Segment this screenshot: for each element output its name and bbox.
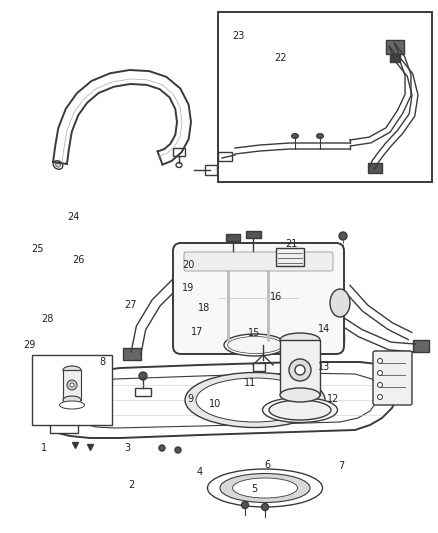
Bar	[226, 234, 240, 241]
Bar	[390, 54, 400, 62]
Text: 29: 29	[24, 341, 36, 350]
Ellipse shape	[139, 372, 147, 380]
Bar	[135, 388, 151, 396]
Bar	[368, 163, 382, 173]
Text: 25: 25	[31, 245, 43, 254]
Bar	[386, 40, 404, 54]
Ellipse shape	[292, 133, 299, 139]
Text: 13: 13	[318, 362, 330, 372]
Text: 22: 22	[274, 53, 286, 62]
Bar	[276, 248, 304, 266]
Ellipse shape	[185, 373, 325, 427]
Ellipse shape	[241, 502, 248, 508]
Ellipse shape	[196, 378, 314, 422]
Bar	[218, 152, 232, 161]
Ellipse shape	[378, 359, 382, 364]
Ellipse shape	[208, 469, 322, 507]
Text: 24: 24	[67, 213, 80, 222]
Ellipse shape	[63, 366, 81, 374]
Text: 28: 28	[41, 314, 53, 324]
FancyBboxPatch shape	[173, 243, 344, 354]
Text: 10: 10	[208, 399, 221, 409]
Bar	[50, 375, 78, 433]
Text: 16: 16	[270, 293, 282, 302]
FancyBboxPatch shape	[184, 252, 333, 271]
Bar	[330, 334, 344, 342]
Ellipse shape	[67, 380, 77, 390]
Ellipse shape	[220, 473, 310, 503]
Ellipse shape	[378, 394, 382, 400]
Ellipse shape	[262, 398, 338, 423]
Bar	[63, 370, 81, 400]
Ellipse shape	[227, 336, 283, 353]
Bar	[218, 12, 432, 182]
Ellipse shape	[60, 401, 85, 409]
Ellipse shape	[280, 388, 320, 402]
Ellipse shape	[339, 232, 347, 240]
Text: 4: 4	[196, 467, 202, 477]
Ellipse shape	[289, 359, 311, 381]
Bar	[173, 148, 185, 156]
Text: 11: 11	[244, 378, 256, 387]
Text: 14: 14	[318, 325, 330, 334]
Ellipse shape	[317, 133, 324, 139]
Ellipse shape	[56, 163, 60, 167]
Text: 12: 12	[327, 394, 339, 403]
Text: 19: 19	[182, 283, 194, 293]
Ellipse shape	[330, 289, 350, 317]
Ellipse shape	[378, 370, 382, 376]
FancyBboxPatch shape	[373, 351, 412, 405]
Text: 17: 17	[191, 327, 203, 336]
Text: 2: 2	[128, 480, 134, 490]
Text: 3: 3	[124, 443, 130, 453]
Ellipse shape	[378, 383, 382, 387]
Text: 1: 1	[41, 443, 47, 453]
Bar	[55, 400, 63, 406]
Text: 18: 18	[198, 303, 210, 313]
Ellipse shape	[269, 400, 331, 420]
Text: 27: 27	[124, 300, 137, 310]
Bar	[205, 165, 217, 175]
Text: 23: 23	[233, 31, 245, 41]
Text: 20: 20	[182, 261, 194, 270]
Bar	[55, 415, 63, 421]
Ellipse shape	[70, 383, 74, 387]
Text: 9: 9	[187, 394, 194, 403]
Text: 21: 21	[285, 239, 297, 249]
Ellipse shape	[295, 365, 305, 375]
Bar	[32, 355, 112, 425]
Bar	[413, 340, 429, 352]
Ellipse shape	[233, 478, 297, 498]
Bar	[253, 363, 265, 371]
Bar	[280, 340, 320, 395]
Text: 7: 7	[339, 462, 345, 471]
Text: 8: 8	[100, 358, 106, 367]
Ellipse shape	[63, 396, 81, 404]
Ellipse shape	[176, 163, 182, 167]
Text: 26: 26	[72, 255, 84, 265]
Bar	[123, 348, 141, 360]
Bar	[246, 231, 261, 238]
Ellipse shape	[159, 445, 165, 451]
Ellipse shape	[224, 334, 286, 356]
Bar	[55, 385, 63, 391]
Ellipse shape	[53, 161, 63, 169]
Ellipse shape	[261, 504, 268, 511]
Ellipse shape	[280, 333, 320, 347]
Text: 5: 5	[251, 484, 257, 494]
Text: 15: 15	[248, 328, 260, 338]
Text: 6: 6	[264, 460, 270, 470]
Ellipse shape	[175, 447, 181, 453]
